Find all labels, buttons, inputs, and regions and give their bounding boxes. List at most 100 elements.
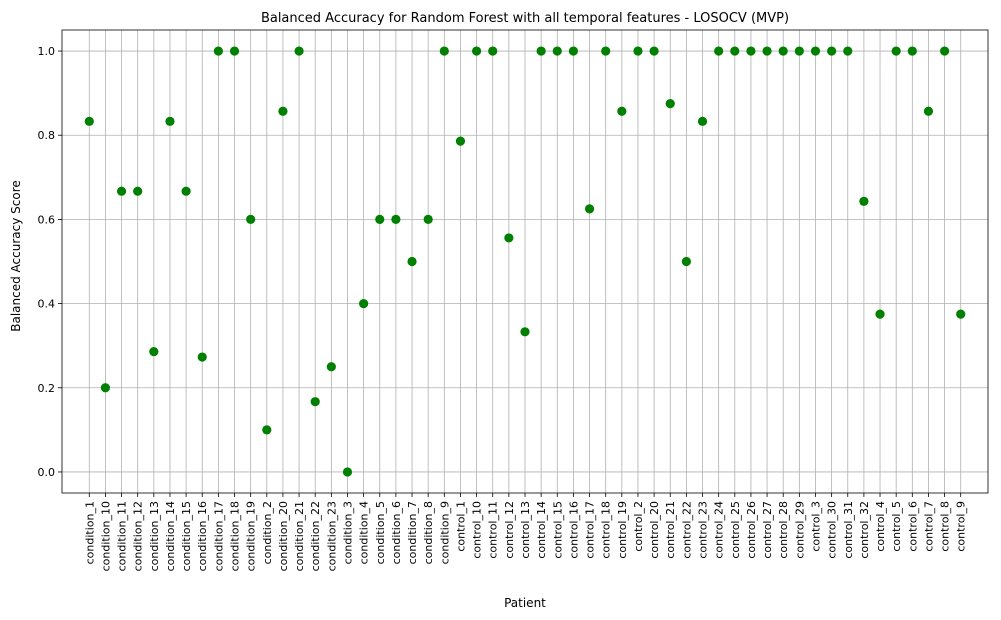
x-tick-label: control_7: [922, 501, 935, 552]
data-point: [794, 46, 804, 56]
x-tick-label: control_3: [809, 501, 822, 552]
x-tick-label: control_30: [826, 501, 839, 559]
x-tick-label: control_26: [745, 501, 758, 559]
x-tick-label: condition_21: [293, 501, 306, 571]
data-point: [455, 136, 466, 146]
data-point: [407, 256, 417, 267]
data-point: [342, 467, 353, 477]
data-point: [149, 346, 159, 357]
x-tick-label: condition_15: [180, 501, 193, 571]
y-tick-label: 0.6: [38, 213, 56, 226]
data-point: [649, 46, 659, 56]
x-tick-label: condition_10: [99, 501, 112, 571]
data-point: [633, 46, 643, 56]
x-tick-label: condition_23: [325, 501, 338, 571]
x-tick-label: control_23: [697, 501, 710, 559]
data-point: [923, 106, 934, 116]
x-tick-label: control_21: [664, 501, 677, 559]
data-point: [810, 46, 821, 56]
x-tick-label: condition_1: [83, 501, 96, 564]
data-point: [552, 46, 562, 56]
data-point: [165, 116, 175, 126]
x-tick-label: control_27: [761, 501, 774, 559]
data-point: [359, 298, 369, 309]
data-point: [730, 46, 740, 56]
data-point: [859, 196, 869, 206]
x-tick-label: control_5: [890, 501, 903, 552]
y-tick-label: 1.0: [38, 45, 56, 58]
x-tick-label: condition_2: [261, 501, 274, 564]
x-tick-label: condition_6: [390, 501, 403, 564]
grid-layer: [62, 30, 988, 493]
data-point: [843, 46, 853, 56]
x-tick-label: control_16: [567, 501, 580, 559]
data-point: [504, 233, 514, 243]
data-point: [213, 46, 223, 56]
x-tick-label: control_6: [906, 501, 919, 552]
x-tick-label: control_31: [842, 501, 855, 559]
data-point: [665, 99, 675, 109]
x-axis-label: Patient: [504, 596, 546, 610]
data-point: [294, 46, 304, 56]
x-tick-label: control_13: [519, 501, 532, 559]
x-tick-label: control_1: [454, 501, 467, 552]
data-point: [697, 116, 708, 126]
data-point: [488, 46, 498, 56]
x-tick-label: control_22: [680, 501, 693, 559]
data-point: [939, 46, 950, 56]
data-point: [875, 309, 885, 319]
x-tick-label: condition_3: [341, 501, 354, 564]
data-point: [827, 46, 837, 56]
x-tick-label: condition_14: [164, 501, 177, 571]
data-point: [956, 309, 966, 319]
data-point: [536, 46, 546, 56]
x-tick-label: control_32: [858, 501, 871, 559]
data-point: [520, 327, 530, 337]
x-tick-label: condition_16: [196, 501, 209, 571]
x-tick-label: condition_9: [438, 501, 451, 564]
data-point: [601, 46, 611, 56]
data-point: [681, 256, 691, 267]
data-point: [439, 46, 449, 56]
data-point: [907, 46, 917, 56]
x-tick-label: control_10: [471, 501, 484, 559]
y-tick-label: 0.4: [38, 298, 56, 311]
y-axis-label: Balanced Accuracy Score: [9, 180, 23, 332]
data-point: [746, 46, 756, 56]
x-tick-label: control_15: [551, 501, 564, 559]
data-point: [375, 214, 385, 225]
data-point: [391, 214, 401, 225]
data-point: [262, 425, 272, 435]
x-tick-label: control_8: [939, 501, 952, 552]
x-tick-label: control_25: [729, 501, 742, 559]
points-layer: [84, 46, 966, 477]
x-axis: condition_1 condition_10 condition_11 condi…: [83, 493, 968, 571]
chart-title: Balanced Accuracy for Random Forest with…: [261, 11, 789, 26]
data-point: [84, 116, 94, 126]
data-point: [584, 204, 595, 214]
x-tick-label: condition_12: [132, 501, 145, 571]
x-tick-label: control_24: [713, 501, 726, 559]
data-point: [100, 383, 111, 393]
data-point: [116, 186, 127, 196]
x-tick-label: control_9: [955, 501, 968, 552]
x-tick-label: condition_18: [229, 501, 242, 571]
data-point: [326, 362, 336, 372]
y-tick-label: 0.2: [38, 382, 56, 395]
x-tick-label: condition_13: [148, 501, 161, 571]
data-point: [246, 214, 256, 225]
x-tick-label: control_19: [616, 501, 629, 559]
x-tick-label: control_18: [600, 501, 613, 559]
x-tick-label: condition_8: [422, 501, 435, 564]
data-point: [197, 352, 207, 362]
x-tick-label: condition_17: [212, 501, 225, 571]
x-tick-label: condition_5: [374, 501, 387, 564]
data-point: [181, 186, 191, 196]
data-point: [891, 46, 901, 56]
data-point: [762, 46, 772, 56]
x-tick-label: condition_22: [309, 501, 322, 571]
data-point: [278, 106, 288, 116]
data-point: [310, 397, 320, 407]
x-tick-label: condition_19: [245, 501, 258, 571]
x-tick-label: control_17: [584, 501, 597, 559]
